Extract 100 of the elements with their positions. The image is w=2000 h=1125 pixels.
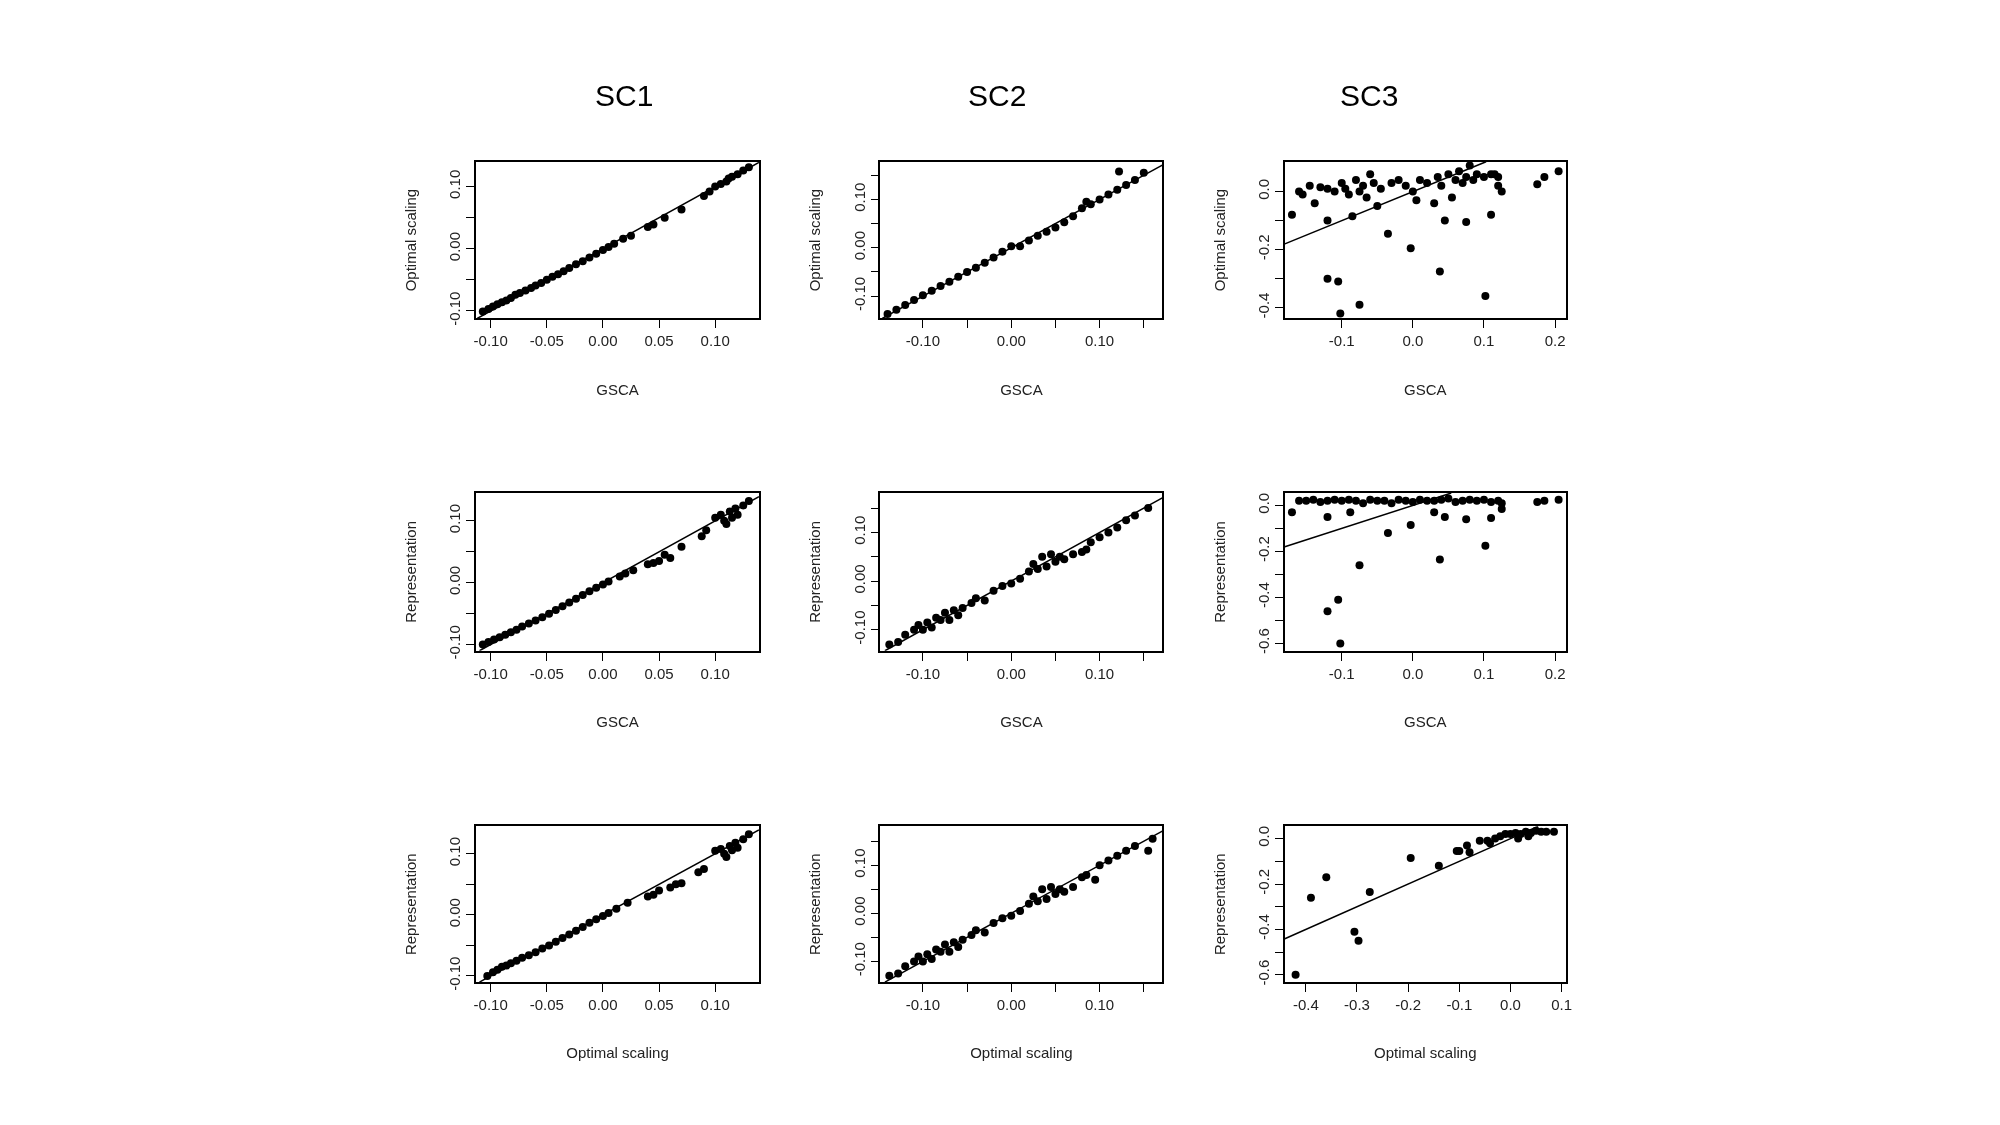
point: [910, 625, 919, 634]
y-tick-label: -0.10: [850, 942, 868, 977]
point: [980, 928, 989, 937]
point: [1350, 927, 1359, 936]
point: [1554, 167, 1563, 176]
chart-title: SC2: [968, 79, 1027, 112]
point: [1366, 170, 1375, 179]
point: [699, 865, 708, 874]
point: [1394, 495, 1403, 504]
x-tick-label: -0.10: [473, 995, 508, 1013]
point: [923, 950, 932, 959]
point: [954, 611, 963, 620]
y-tick-label: 0.0: [1255, 492, 1273, 514]
point: [1336, 639, 1345, 648]
x-axis-title: Optimal scaling: [1374, 1044, 1477, 1062]
point: [1462, 841, 1471, 850]
y-tick-label: 0.00: [446, 565, 464, 596]
point: [1406, 853, 1415, 862]
point: [1362, 193, 1371, 202]
point: [1435, 267, 1444, 276]
x-tick-label: 0.05: [644, 995, 674, 1013]
point: [1051, 557, 1060, 566]
x-tick-label: 0.10: [700, 664, 730, 682]
point: [1305, 181, 1314, 190]
point: [1359, 499, 1368, 508]
x-tick-label: 0.0: [1402, 332, 1424, 350]
y-tick-label: 0.10: [850, 182, 868, 212]
point: [1401, 496, 1410, 505]
x-tick-label: 0.10: [700, 995, 730, 1013]
point: [1095, 533, 1104, 542]
point: [1533, 497, 1542, 506]
x-tick-label: 0.05: [644, 664, 674, 682]
point: [1323, 496, 1332, 505]
point: [1430, 199, 1439, 208]
point: [1047, 550, 1055, 559]
point: [1412, 196, 1421, 205]
point: [1472, 170, 1481, 179]
point: [1435, 555, 1444, 564]
point: [1373, 496, 1382, 505]
point: [1487, 210, 1496, 219]
point: [1310, 199, 1319, 208]
point: [1337, 496, 1346, 505]
point: [694, 868, 703, 877]
point: [1115, 167, 1124, 176]
point: [1465, 848, 1474, 857]
point: [1330, 495, 1339, 504]
point: [1355, 561, 1364, 570]
point: [677, 542, 686, 551]
point: [1341, 184, 1350, 193]
point: [1444, 494, 1453, 503]
point: [1451, 175, 1460, 184]
y-tick-label: -0.4: [1255, 914, 1273, 941]
point: [1458, 496, 1467, 505]
y-tick-label: 0.00: [850, 564, 868, 594]
point: [1323, 512, 1332, 521]
y-axis-title: Optimal scaling: [1210, 188, 1228, 292]
point: [1462, 173, 1471, 182]
chart-title: SC3: [1340, 79, 1399, 112]
x-tick-label: -0.2: [1395, 995, 1422, 1013]
x-tick-label: 0.00: [996, 995, 1026, 1013]
y-tick-label: -0.2: [1255, 868, 1273, 895]
point: [1355, 300, 1364, 309]
y-axis-title: Representation: [806, 853, 824, 956]
y-tick-label: 0.00: [446, 231, 464, 262]
point: [1316, 497, 1325, 506]
point: [1069, 882, 1078, 891]
point: [733, 510, 742, 519]
x-tick-label: -0.1: [1328, 332, 1355, 350]
point: [1042, 562, 1051, 571]
x-axis-title: GSCA: [1000, 713, 1043, 730]
point: [1323, 184, 1332, 193]
x-tick-label: -0.10: [905, 664, 940, 682]
y-tick-label: -0.10: [850, 276, 868, 312]
point: [1316, 183, 1325, 192]
x-tick-label: -0.05: [529, 332, 564, 350]
point: [1451, 497, 1460, 506]
chart-title: SC1: [595, 79, 654, 112]
point: [1091, 875, 1100, 884]
point: [1069, 550, 1078, 559]
point: [954, 942, 963, 951]
point: [1479, 173, 1488, 182]
point: [1029, 892, 1038, 901]
y-tick-label: -0.6: [1255, 628, 1273, 655]
y-axis-title: Representation: [1210, 853, 1228, 956]
x-axis-title: GSCA: [1404, 380, 1447, 398]
x-tick-label: 0.05: [644, 332, 674, 350]
point: [1494, 181, 1503, 190]
point: [1549, 827, 1558, 836]
point: [1354, 936, 1363, 945]
point: [1540, 173, 1549, 182]
point: [1554, 495, 1563, 504]
y-tick-label: 0.10: [446, 169, 464, 199]
point: [1433, 173, 1442, 182]
point: [945, 947, 954, 956]
point: [1334, 277, 1343, 286]
x-tick-label: 0.2: [1544, 664, 1566, 682]
point: [1458, 178, 1467, 187]
point: [1387, 178, 1396, 187]
point: [1383, 529, 1392, 538]
y-axis-title: Representation: [402, 853, 420, 956]
